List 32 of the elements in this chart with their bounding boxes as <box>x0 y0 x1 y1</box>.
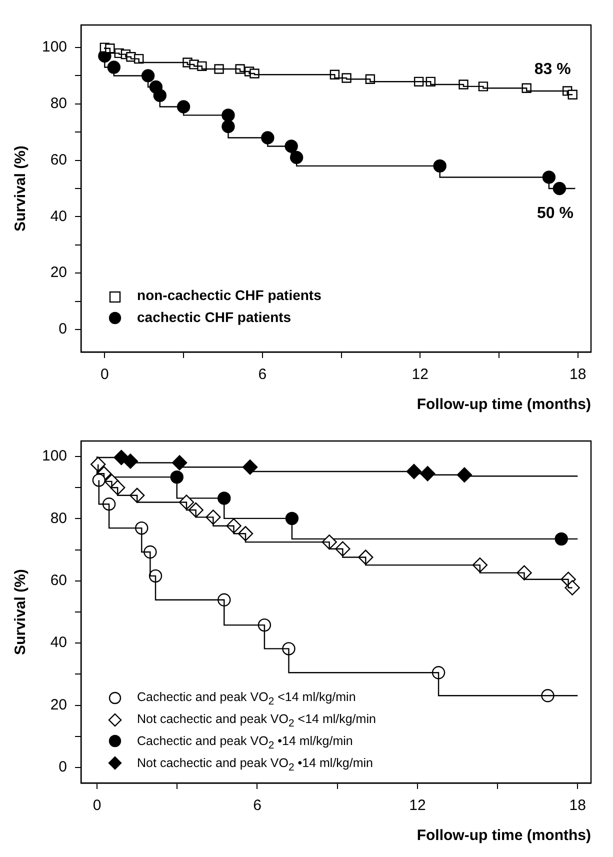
legend-label: Cachectic and peak VO$_{2}$ <14 ml/kg/min <box>137 690 356 708</box>
y-tick-label: 0 <box>58 758 68 776</box>
y-tick-label: 40 <box>50 634 68 652</box>
y-tick-label: 0 <box>58 320 68 338</box>
y-axis-title: Survival (%) <box>12 146 30 232</box>
y-tick-label: 100 <box>42 448 68 465</box>
x-tick-label: 18 <box>570 366 586 384</box>
y-tick-label: 40 <box>50 208 68 225</box>
x-tick-label: 0 <box>100 366 109 384</box>
x-tick-label: 0 <box>92 797 102 814</box>
y-tick-label: 60 <box>50 572 68 590</box>
legend-label: Cachectic and peak VO$_{2}$ •14 ml/kg/min <box>137 734 353 752</box>
y-axis-title: Survival (%) <box>12 569 30 655</box>
legend-label: Not cachectic and peak VO$_{2}$ •14 ml/kg/min <box>137 756 374 773</box>
annotation: 83 % <box>534 61 571 78</box>
x-tick-label: 6 <box>253 797 262 814</box>
y-tick-label: 20 <box>50 696 68 714</box>
y-tick-label: 100 <box>42 38 68 56</box>
legend-label: Not cachectic and peak VO$_{2}$ <14 ml/kg/min <box>137 712 376 730</box>
x-tick-label: 6 <box>258 366 267 384</box>
y-tick-label: 80 <box>50 510 68 527</box>
legend-label: non-cachectic CHF patients <box>137 287 322 304</box>
x-tick-label: 12 <box>412 366 428 384</box>
legend-label: cachectic CHF patients <box>137 308 292 325</box>
x-tick-label: 12 <box>409 797 426 814</box>
y-tick-label: 60 <box>50 151 68 168</box>
annotation: 50 % <box>536 204 574 222</box>
x-axis-title: Follow-up time (months) <box>416 396 592 414</box>
y-tick-label: 80 <box>50 95 68 112</box>
y-tick-label: 20 <box>50 264 68 282</box>
x-axis-title: Follow-up time (months) <box>416 827 592 844</box>
x-tick-label: 18 <box>569 797 586 814</box>
